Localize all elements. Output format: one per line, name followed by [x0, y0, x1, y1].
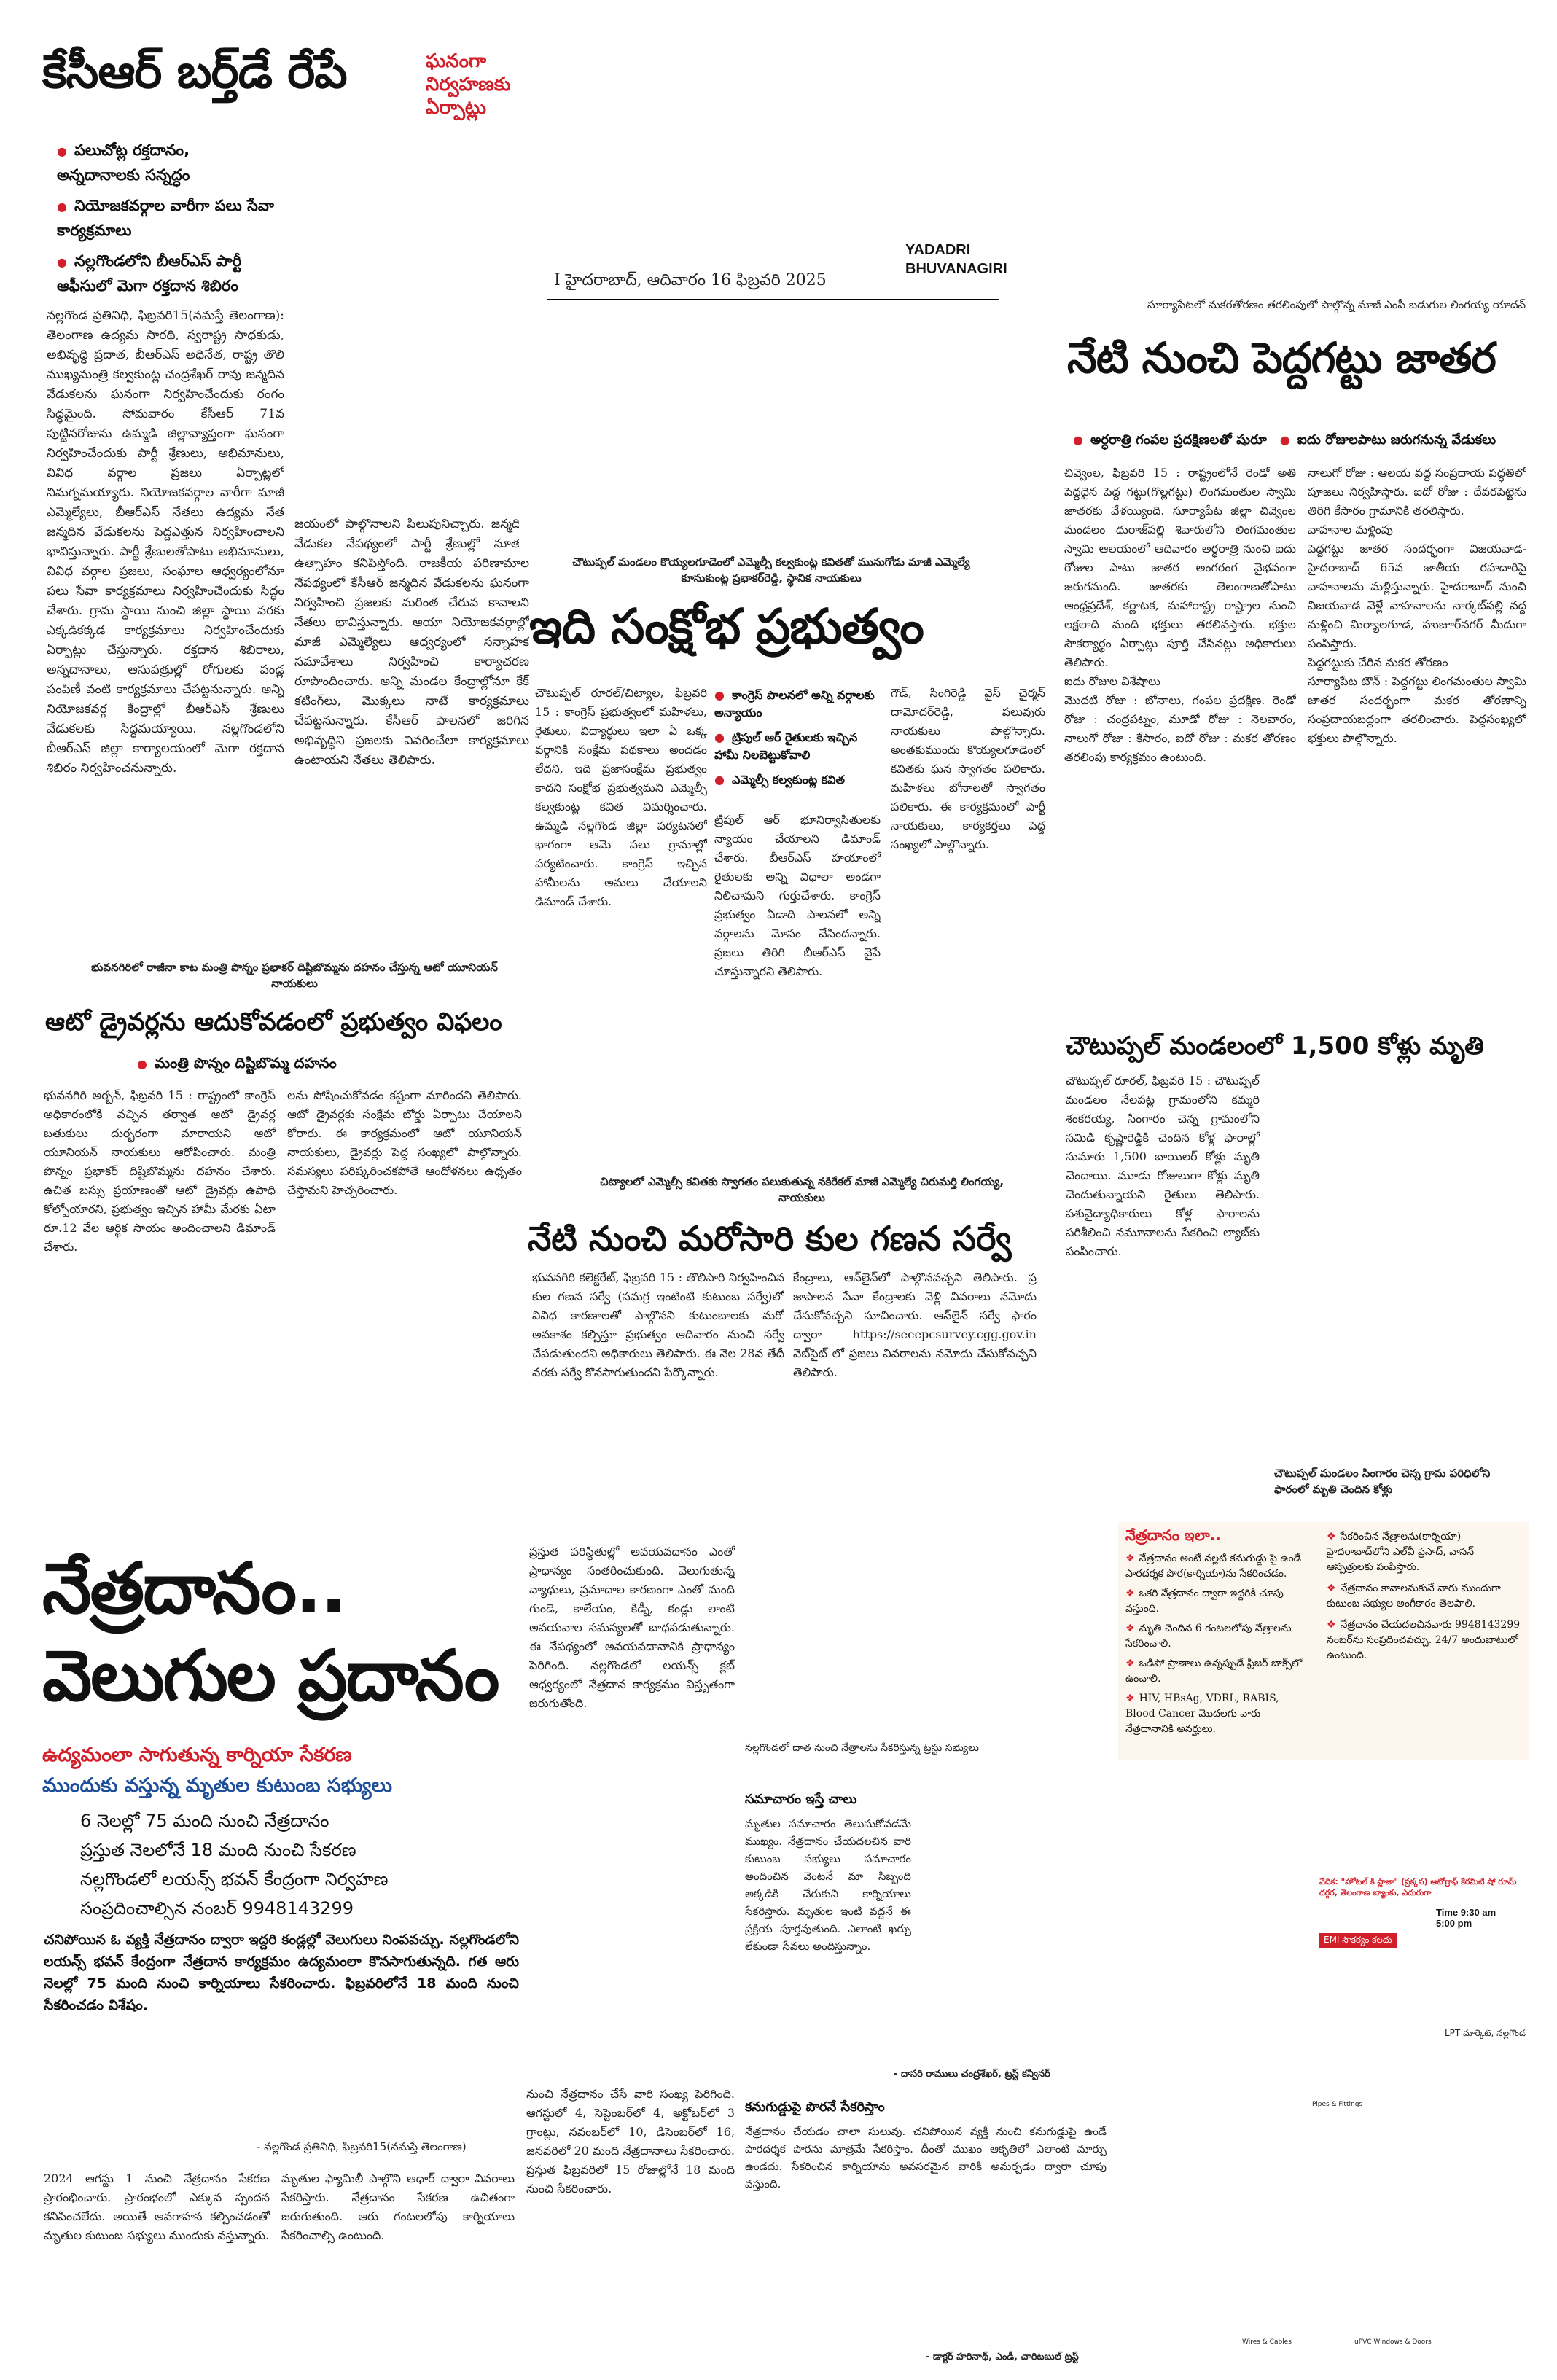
story6-headline: చౌటుప్పల్ మండలంలో 1,500 కోళ్లు మృతి: [1066, 1031, 1484, 1061]
eye-box-item: ఒడిపో ప్రాణాలు ఉన్నప్పుడే ఫ్రీజర్ బాక్స్…: [1125, 1656, 1308, 1687]
bullet-item: ఎమ్మెల్సీ కల్వకుంట్ల కవిత: [714, 771, 879, 789]
story7-body-col4: నుంచి నేత్రదానం చేసే వారి సంఖ్య పెరిగింద…: [526, 2087, 735, 2196]
bullet-item: ఐదు రోజులపాటు జరుగనున్న వేడుకలు: [1280, 429, 1496, 452]
bullet-item: కాంగ్రెస్ పాలనలో అన్ని వర్గాలకు అన్యాయం: [714, 687, 879, 722]
story4-body-col2: లను పోషించుకోవడం కష్టంగా మారిందని తెలిపా…: [287, 1088, 522, 1197]
ad1-tag: EMI సౌకర్యం కలదు: [1319, 1933, 1397, 1948]
story7-headline-line2: వెలుగుల ప్రదానం: [42, 1635, 499, 1717]
story5-body-col1: భువనగిరి కలెక్టరేట్, ఫిబ్రవరి 15 : తొలిస…: [532, 1271, 784, 1379]
story1-bullets: పలుచోట్ల రక్తదానం, అన్నదానాలకు సన్నద్ధం …: [57, 138, 276, 297]
story7-sub1: ఉద్యమంలా సాగుతున్న కార్నియా సేకరణ: [42, 1744, 352, 1766]
story2-kicker: సూర్యాపేటలో మకరతోరణం తరలింపులో పాల్గొన్న…: [1147, 298, 1526, 311]
story3-bullets-box: కాంగ్రెస్ పాలనలో అన్ని వర్గాలకు అన్యాయం …: [714, 687, 879, 803]
story4-headline: ఆటో డ్రైవర్లను ఆదుకోవడంలో ప్రభుత్వం విఫల…: [45, 1007, 502, 1037]
edition-label: YADADRI BHUVANAGIRI: [905, 242, 1007, 277]
story4-body-col1: భువనగిరి అర్బన్, ఫిబ్రవరి 15 : రాష్ట్రంల…: [44, 1088, 276, 1254]
story1-photo: [294, 306, 529, 503]
masthead-rule: [547, 299, 999, 300]
story7-byline: - నల్లగొండ ప్రతినిధి, ఫిబ్రవరి15(నమస్తే …: [257, 2140, 467, 2153]
story4-bullet: మంత్రి పొన్నం దిష్టిబొమ్మ దహనం: [137, 1051, 337, 1076]
eye-info-box: నేత్రదానం ఇలా.. నేత్రదానం అంటే నల్లటి కన…: [1118, 1522, 1529, 1760]
point-item: 6 నెలల్లో 75 మంది నుంచి నేత్రదానం: [80, 1811, 329, 1831]
eye-box-item: నేత్రదానం అంటే నల్లటి కనుగుడ్డు పై ఉండే …: [1125, 1551, 1308, 1582]
story2-body-col1: చివ్వెంల, ఫిబ్రవరి 15 : రాష్ట్రంలోనే రెం…: [1064, 466, 1296, 764]
ad2-label: Pipes & Fittings: [1312, 2101, 1363, 2108]
story5-headline: నేటి నుంచి మరోసారి కుల గణన సర్వే: [528, 1219, 1012, 1258]
bullet-item: ట్రిపుల్ ఆర్ రైతులకు ఇచ్చిన హామీ నిలబెట్…: [714, 729, 879, 764]
point-item: నల్లగొండలో లయన్స్ భవన్ కేంద్రంగా నిర్వహణ: [80, 1869, 389, 1889]
story3-body-col2: ట్రిపుల్ ఆర్ భూనిర్వాసితులకు న్యాయం చేయా…: [714, 813, 881, 978]
story7-points: 6 నెలల్లో 75 మంది నుంచి నేత్రదానం ప్రస్త…: [80, 1806, 518, 1923]
ad-block-1: వేదిక: "హోటల్ కి ప్లాజా" (ప్రక్కన) ఆటోగ్…: [1319, 1876, 1529, 2000]
ad1-time: Time 9:30 am 5:00 pm: [1436, 1907, 1496, 1929]
eye-box-item: మృతి చెందిన 6 గంటలలోపు నేత్రాలను సేకరించ…: [1125, 1621, 1308, 1652]
story5-kicker: చిట్యాలలో ఎమ్మెల్సీ కవితకు స్వాగతం పలుకు…: [599, 1175, 1004, 1204]
story7-body-col1: ప్రస్తుత పరిస్థితుల్లో అవయవదానం ఎంతో ప్ర…: [529, 1545, 735, 1710]
eye-box-photo-caption: LPT మార్కెట్, నల్లగొండ: [1445, 2028, 1526, 2038]
story8-body1: మృతుల సమాచారం తెలుసుకోవడమే ముఖ్యం. నేత్ర…: [745, 1817, 911, 1953]
story6-caption: చౌటుప్పల్ మండలం సింగారం చెన్న గ్రామ పరిధ…: [1274, 1467, 1491, 1496]
eye-box-title: నేత్రదానం ఇలా..: [1125, 1526, 1221, 1544]
eye-box-item: HIV, HBsAg, VDRL, RABIS, Blood Cancer మొ…: [1125, 1691, 1308, 1737]
story1-headline: కేసీఆర్ బర్త్‌డే రేపే: [42, 45, 348, 99]
story6-body: చౌటుప్పల్ రూరల్, ఫిబ్రవరి 15 : చౌటుప్పల్…: [1066, 1074, 1260, 1258]
eye-box-item: నేత్రదానం చేయదలచినవారు 9948143299 నంబర్‌…: [1327, 1618, 1523, 1663]
story7-sub2: ముందుకు వస్తున్న మృతుల కుటుంబ సభ్యులు: [42, 1774, 392, 1797]
story3-body-col1: చౌటుప్పల్ రూరల్/చిట్యాల, ఫిబ్రవరి 15 : క…: [535, 686, 707, 908]
story8-heading2: కనుగుడ్డుపై పొరనే సేకరిస్తాం: [745, 2099, 885, 2115]
story3-kicker: చౌటుప్పల్ మండలం కొయ్యలగూడెంలో ఎమ్మెల్సీ …: [572, 555, 970, 585]
story1-body-col2: జయంలో పాల్గొనాలని పిలుపునిచ్చారు. జన్మది…: [294, 517, 529, 768]
story2-bullets: అర్ధరాత్రి గంపల ప్రదక్షిణలతో షురూ ఐదు రో…: [1073, 429, 1540, 452]
bullet-item: నల్లగొండలోని బీఆర్ఎస్ పార్టీ ఆఫీసులో మెగ…: [57, 249, 276, 297]
eye-box-item: సేకరించిన నేత్రాలను(కార్నియా) హైదరాబాద్‌…: [1327, 1529, 1523, 1575]
ad4-label: uPVC Windows & Doors: [1354, 2338, 1432, 2346]
story3-photo: [519, 306, 1041, 554]
date-line: I హైదరాబాద్, ఆదివారం 16 ఫిబ్రవరి 2025: [554, 271, 827, 289]
bullet-item: నియోజకవర్గాల వారీగా పలు సేవా కార్యక్రమాల…: [57, 194, 276, 242]
story8-signature1: - దాసరి రాములు చంద్రశేఖర్, ట్రస్ట్ కన్వీ…: [894, 2069, 1050, 2080]
story8-photo: [918, 1764, 1107, 1980]
story7-body-col2: 2024 ఆగస్టు 1 నుంచి నేత్రదానం సేకరణ ప్రా…: [44, 2172, 270, 2242]
bullet-item: అర్ధరాత్రి గంపల ప్రదక్షిణలతో షురూ: [1073, 429, 1267, 452]
point-item: ప్రస్తుత నెలలోనే 18 మంది నుంచి సేకరణ: [80, 1840, 356, 1860]
story1-side-deck: ఘనంగా నిర్వహణకు ఏర్పాట్లు: [426, 50, 511, 119]
story8-body2: నేత్రదానం చేయడం చాలా సులువు. చనిపోయిన వ్…: [745, 2125, 1107, 2190]
point-item: సంప్రదించాల్సిన నంబర్ 9948143299: [80, 1898, 354, 1919]
story2-body-col2: నాలుగో రోజు : ఆలయ వద్ద సంప్రదాయ పద్ధతిలో…: [1308, 466, 1526, 745]
story8-kicker: నల్లగొండలో దాత నుంచి నేత్రాలను సేకరిస్తు…: [745, 1742, 979, 1754]
eye-box-right-list: సేకరించిన నేత్రాలను(కార్నియా) హైదరాబాద్‌…: [1327, 1529, 1523, 1663]
story7-intro: చనిపోయిన ఓ వ్యక్తి నేత్రదానం ద్వారా ఇద్ద…: [44, 1932, 519, 2013]
ad1-venue: వేదిక: "హోటల్ కి ప్లాజా" (ప్రక్కన) ఆటోగ్…: [1319, 1877, 1517, 1897]
story1-body-col1: నల్లగొండ ప్రతినిధి, ఫిబ్రవరి15(నమస్తే తె…: [47, 308, 284, 776]
story8-heading1: సమాచారం ఇస్తే చాలు: [745, 1792, 857, 1807]
ad3-label: Wires & Cables: [1242, 2338, 1292, 2346]
story2-headline: నేటి నుంచి పెద్దగట్టు జాతర: [1067, 333, 1496, 383]
story8-signature2: - డాక్టర్ హరినాథ్, ఎండీ, చారిటబుల్ ట్రస్…: [926, 2352, 1079, 2363]
story3-body-col3: గౌడ్, సింగిరెడ్డి వైస్ చైర్మన్ దామోదర్‌ర…: [891, 686, 1045, 851]
eye-box-item: ఒకరి నేత్రదానం ద్వారా ఇద్దరికి చూపు వస్త…: [1125, 1586, 1308, 1617]
story3-headline: ఇది సంక్షోభ ప్రభుత్వం: [529, 598, 924, 655]
bullet-item: పలుచోట్ల రక్తదానం, అన్నదానాలకు సన్నద్ధం: [57, 138, 276, 187]
story6-photo: [1271, 1072, 1526, 1363]
story7-body-col3: మృతుల ఫ్యామిలీ పాల్గొని ఆధార్ ద్వారా వివ…: [281, 2172, 515, 2242]
eye-box-item: నేత్రదానం కావాలనుకునే వారు ముందుగా కుటుం…: [1327, 1581, 1523, 1612]
story7-headline-line1: నేత్రదానం..: [42, 1548, 347, 1629]
story4-kicker: భువనగిరిలో రాజీనా కాట మంత్రి పొన్నం ప్రభ…: [91, 961, 498, 990]
eye-box-left-list: నేత్రదానం అంటే నల్లటి కనుగుడ్డు పై ఉండే …: [1125, 1551, 1308, 1737]
story5-body-col2: కేంద్రాలు, ఆన్‌లైన్‌లో పాల్గొనవచ్చని తెల…: [793, 1271, 1037, 1379]
